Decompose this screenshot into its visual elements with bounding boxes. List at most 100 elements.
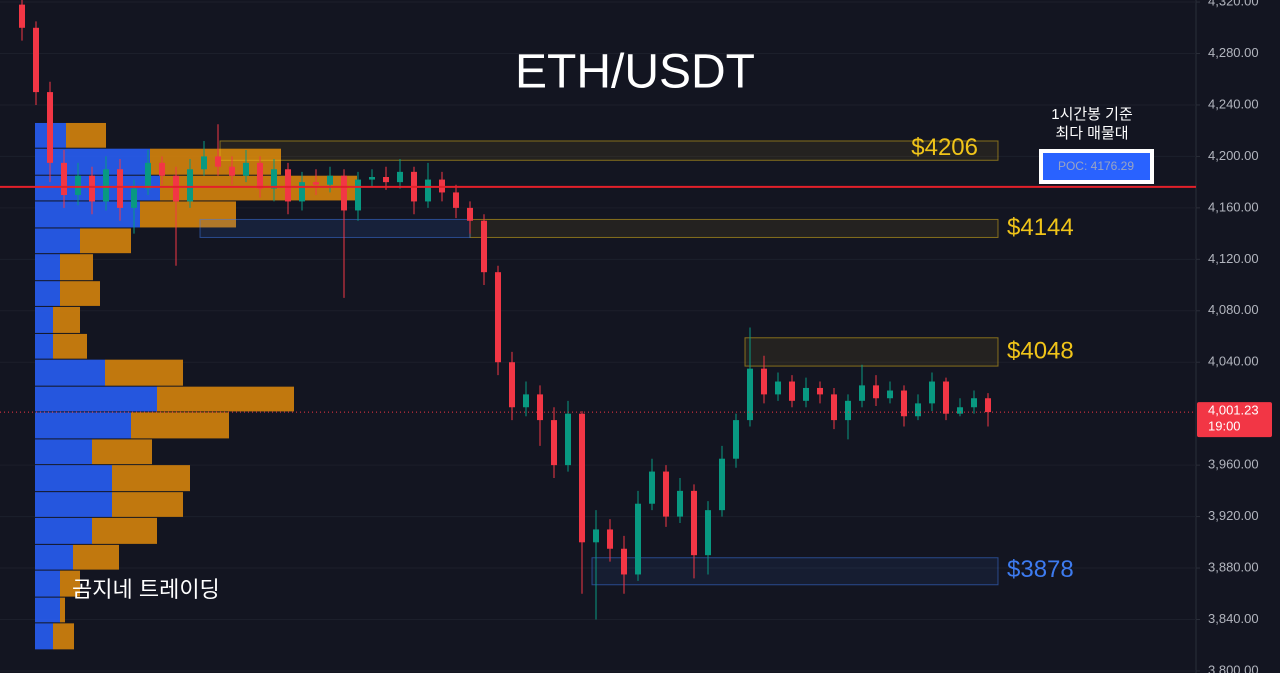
candle-body xyxy=(285,169,291,202)
candle-body xyxy=(971,398,977,408)
profile-sell xyxy=(92,517,157,544)
candle-body xyxy=(229,166,235,176)
candle-body xyxy=(425,179,431,202)
level-label: $4048 xyxy=(1007,337,1074,364)
profile-buy xyxy=(35,570,60,597)
candle-body xyxy=(215,156,221,167)
profile-sell xyxy=(140,201,236,228)
y-tick-label: 3,960.00 xyxy=(1208,457,1259,472)
candle-body xyxy=(523,394,529,408)
profile-buy xyxy=(35,386,157,412)
profile-sell xyxy=(73,544,119,570)
y-tick-label: 3,920.00 xyxy=(1208,508,1259,523)
candle-body xyxy=(845,400,851,421)
candle-body xyxy=(397,171,403,183)
y-tick-label: 3,880.00 xyxy=(1208,559,1259,574)
level-label: $3878 xyxy=(1007,556,1074,583)
candle-body xyxy=(495,272,501,363)
y-tick-label: 4,320.00 xyxy=(1208,0,1259,8)
candle-body xyxy=(761,368,767,395)
profile-sell xyxy=(53,306,80,333)
y-tick-label: 3,800.00 xyxy=(1208,662,1259,673)
candle-body xyxy=(537,394,543,421)
y-tick-label: 4,240.00 xyxy=(1208,96,1259,111)
y-tick-label: 4,080.00 xyxy=(1208,302,1259,317)
candle-body xyxy=(61,162,67,196)
candle-body xyxy=(47,92,53,163)
candle-body xyxy=(565,413,571,466)
candle-body xyxy=(901,390,907,417)
last-price-label: 4,001.23 xyxy=(1208,403,1259,418)
profile-buy xyxy=(35,175,160,201)
candle-body xyxy=(201,156,207,170)
candle-body xyxy=(19,4,25,28)
profile-buy xyxy=(35,492,112,517)
profile-sell xyxy=(105,359,183,386)
candle-body xyxy=(957,407,963,414)
candle-body xyxy=(677,490,683,517)
candle-body xyxy=(887,390,893,399)
profile-buy xyxy=(35,306,53,333)
candle-body xyxy=(747,368,753,421)
profile-sell xyxy=(60,597,65,623)
candle-body xyxy=(467,207,473,221)
candle-body xyxy=(383,176,389,183)
y-tick-label: 4,160.00 xyxy=(1208,199,1259,214)
candle-body xyxy=(915,403,921,417)
candle-body xyxy=(103,169,109,202)
profile-sell xyxy=(53,333,87,359)
profile-buy xyxy=(35,623,53,650)
level-label: $4144 xyxy=(1007,214,1074,241)
profile-buy xyxy=(35,597,60,623)
profile-buy xyxy=(35,517,92,544)
candle-body xyxy=(705,510,711,556)
candle-body xyxy=(719,458,725,511)
profile-sell xyxy=(92,439,152,465)
profile-sell xyxy=(53,623,74,650)
chart-title: ETH/USDT xyxy=(515,46,755,99)
candle-body xyxy=(313,182,319,185)
candle-body xyxy=(89,175,95,202)
profile-sell xyxy=(66,122,106,148)
candle-body xyxy=(985,398,991,413)
candle-body xyxy=(733,420,739,459)
levels: $4206 $4144 $4048 $3878 xyxy=(199,134,1074,586)
profile-sell xyxy=(80,228,131,254)
y-tick-label: 4,120.00 xyxy=(1208,251,1259,266)
profile-buy xyxy=(35,254,60,281)
candle-body xyxy=(131,188,137,208)
profile-buy xyxy=(35,333,53,359)
watermark: 곰지네 트레이딩 xyxy=(72,577,220,602)
candle-body xyxy=(831,394,837,421)
profile-buy xyxy=(35,281,60,306)
poc-label: POC: 4176.29 xyxy=(1058,159,1134,173)
candle-body xyxy=(145,162,151,189)
candle-body xyxy=(873,385,879,399)
profile-buy xyxy=(35,465,112,492)
level-label: $4206 xyxy=(911,134,978,161)
profile-buy xyxy=(35,439,92,465)
candle-body xyxy=(649,471,655,504)
candles xyxy=(19,0,991,620)
candle-body xyxy=(369,176,375,180)
profile-sell xyxy=(112,492,183,517)
profile-sell xyxy=(60,281,100,306)
profile-sell xyxy=(131,412,229,439)
level-zone xyxy=(744,337,999,367)
profile-buy xyxy=(35,201,140,228)
poc-note: 최다 매물대 xyxy=(1055,125,1128,142)
candle-body xyxy=(621,548,627,575)
candle-body xyxy=(481,220,487,273)
profile-buy xyxy=(35,228,80,254)
candle-body xyxy=(817,387,823,395)
candle-body xyxy=(75,175,81,196)
candle-body xyxy=(327,175,333,185)
candle-body xyxy=(803,387,809,401)
candle-body xyxy=(173,175,179,202)
profile-buy xyxy=(35,544,73,570)
candle-body xyxy=(355,179,361,211)
poc-box-inner xyxy=(1043,153,1150,180)
poc-note: 1시간봉 기준 xyxy=(1051,106,1133,123)
